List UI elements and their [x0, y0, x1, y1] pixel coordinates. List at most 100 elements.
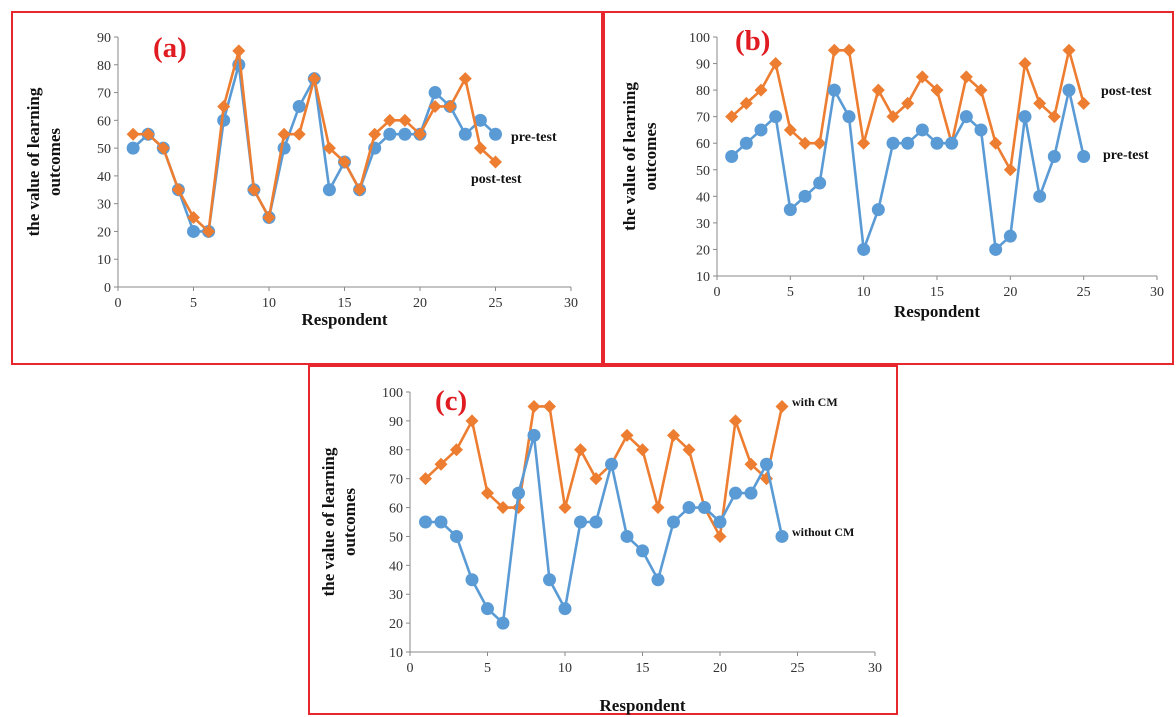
chart-c-x-tick-label: 20 — [713, 661, 727, 676]
chart-a-y-tick-label: 60 — [97, 114, 111, 129]
chart-c-point-with-cm — [636, 443, 649, 457]
chart-b-y-tick-label: 60 — [696, 137, 710, 152]
chart-b-y-tick-label: 50 — [696, 164, 710, 179]
chart-a-x-tick-label: 0 — [115, 296, 122, 311]
chart-b-point-post-test — [989, 136, 1003, 150]
chart-c-point-with-cm — [527, 399, 541, 413]
chart-c-point-without-cm — [636, 544, 649, 558]
chart-a-point-pre-test — [398, 127, 412, 141]
chart-a-point-pre-test — [489, 127, 502, 141]
chart-c-point-without-cm — [620, 529, 634, 543]
chart-c-point-without-cm — [713, 515, 727, 529]
chart-c-point-with-cm — [775, 399, 789, 413]
chart-b-series-label-pre-test: pre-test — [1103, 148, 1149, 163]
chart-b-x-axis-title: Respondent — [894, 302, 980, 321]
chart-b-point-pre-test — [798, 189, 812, 203]
chart-c-y-axis-title-line2: outcomes — [340, 488, 359, 556]
chart-b-point-post-test — [974, 83, 988, 97]
chart-c-x-axis-title: Respondent — [600, 696, 686, 715]
chart-c-point-with-cm — [589, 472, 603, 486]
chart-b-point-post-test — [871, 83, 885, 97]
chart-c-series-label-with-cm: with CM — [792, 395, 838, 409]
chart-b-y-tick-label: 80 — [696, 84, 710, 99]
chart-b-y-tick-label: 10 — [696, 270, 710, 285]
chart-c-point-without-cm — [419, 515, 432, 529]
chart-c-point-without-cm — [729, 486, 742, 500]
chart-b-point-pre-test — [886, 136, 900, 150]
chart-a-point-post-test — [217, 99, 231, 113]
chart-c-y-tick-label: 50 — [389, 530, 403, 545]
chart-a-point-pre-test — [126, 141, 140, 155]
chart-a-point-pre-test — [322, 183, 336, 197]
chart-a-point-post-test — [156, 141, 170, 155]
chart-a-y-tick-label: 90 — [97, 31, 111, 46]
chart-a-point-post-test — [322, 141, 336, 155]
chart-b-point-pre-test — [974, 123, 988, 137]
chart-b-x-tick-label: 20 — [1003, 285, 1017, 300]
chart-a-point-post-test — [338, 155, 351, 169]
chart-b-point-pre-test — [769, 110, 783, 124]
chart-b-point-post-test — [959, 70, 973, 84]
chart-a-point-post-test — [443, 99, 457, 113]
chart-c-y-tick-label: 60 — [389, 502, 403, 517]
chart-a-y-tick-label: 40 — [97, 170, 111, 185]
chart-panel-b: 10 20 30 40 50 60 70 80 90 100 0 5 10 15 20 25 30 Respond… — [603, 11, 1174, 365]
chart-c-point-with-cm — [620, 428, 634, 442]
chart-a-point-pre-test — [473, 113, 487, 127]
chart-b-point-post-test — [1018, 57, 1032, 71]
chart-c-point-with-cm — [558, 501, 572, 515]
chart-c-y-tick-label: 90 — [389, 415, 403, 430]
chart-b-point-pre-test — [783, 203, 797, 217]
chart-c-x-tick-label: 10 — [558, 661, 572, 676]
chart-a-point-post-test — [489, 155, 502, 169]
chart-a-y-tick-label: 80 — [97, 59, 111, 74]
chart-c-y-tick-label: 20 — [389, 617, 403, 632]
chart-a-point-post-test — [187, 211, 200, 225]
chart-c-point-with-cm — [667, 428, 680, 442]
chart-b-point-pre-test — [930, 136, 944, 150]
chart-b-point-post-test — [769, 57, 783, 71]
chart-b-point-pre-test — [1018, 110, 1032, 124]
chart-c-point-with-cm — [574, 443, 587, 457]
chart-panel-c: 10 20 30 40 50 60 70 80 90 100 0 5 10 15 20 25 30 Respond… — [308, 365, 898, 715]
chart-c-point-with-cm — [651, 501, 665, 515]
chart-b-point-pre-test — [901, 136, 915, 150]
chart-c-point-without-cm — [651, 573, 665, 587]
chart-b-point-post-test — [827, 43, 841, 57]
chart-b-point-pre-test — [827, 83, 841, 97]
chart-c-point-with-cm — [450, 443, 463, 457]
chart-b-y-axis-title-line1: the value of learning — [620, 82, 639, 231]
chart-a-point-post-test — [232, 44, 246, 58]
chart-c-panel-label: (c) — [435, 385, 467, 417]
chart-c-x-tick-label: 0 — [407, 661, 414, 676]
chart-c-y-tick-label: 40 — [389, 559, 403, 574]
chart-b-y-axis-title-line2: outcomes — [641, 122, 660, 190]
chart-a-point-post-test — [473, 141, 487, 155]
chart-b-point-post-test — [813, 136, 827, 150]
chart-b-point-post-test — [783, 123, 797, 137]
chart-a-point-pre-test — [187, 224, 200, 238]
chart-b-point-pre-test — [1047, 150, 1061, 163]
chart-b-point-pre-test — [945, 136, 959, 150]
chart-b-y-tick-label: 100 — [689, 31, 710, 46]
chart-b-point-post-test — [1077, 96, 1091, 110]
chart-a-x-axis-title: Respondent — [302, 310, 388, 329]
chart-b-point-post-test — [857, 136, 871, 150]
chart-a-point-post-test — [277, 127, 291, 141]
chart-b-point-post-test — [1003, 163, 1017, 177]
chart-a-x-tick-label: 5 — [190, 296, 197, 311]
chart-b-point-pre-test — [857, 242, 871, 256]
chart-a-point-post-test — [307, 72, 321, 86]
chart-c-y-axis-title-line1: the value of learning — [319, 447, 338, 596]
chart-b-series-label-post-test: post-test — [1101, 84, 1152, 99]
chart-b-point-post-test — [798, 136, 812, 150]
chart-panel-a: 0 10 20 30 40 50 60 70 80 90 0 5 10 15 20 25 30 Responden… — [11, 11, 603, 365]
chart-c-point-without-cm — [682, 501, 696, 515]
chart-b-point-post-test — [725, 110, 739, 124]
chart-b-point-pre-test — [813, 176, 827, 190]
chart-c-point-without-cm — [589, 515, 603, 529]
chart-c-y-axis-title: the value of learning outcomes — [319, 447, 359, 596]
chart-b-y-tick-label: 70 — [696, 111, 710, 126]
chart-c-svg: 10 20 30 40 50 60 70 80 90 100 0 5 10 15 20 25 30 Respond… — [319, 385, 882, 715]
chart-c-point-with-cm — [713, 529, 727, 543]
